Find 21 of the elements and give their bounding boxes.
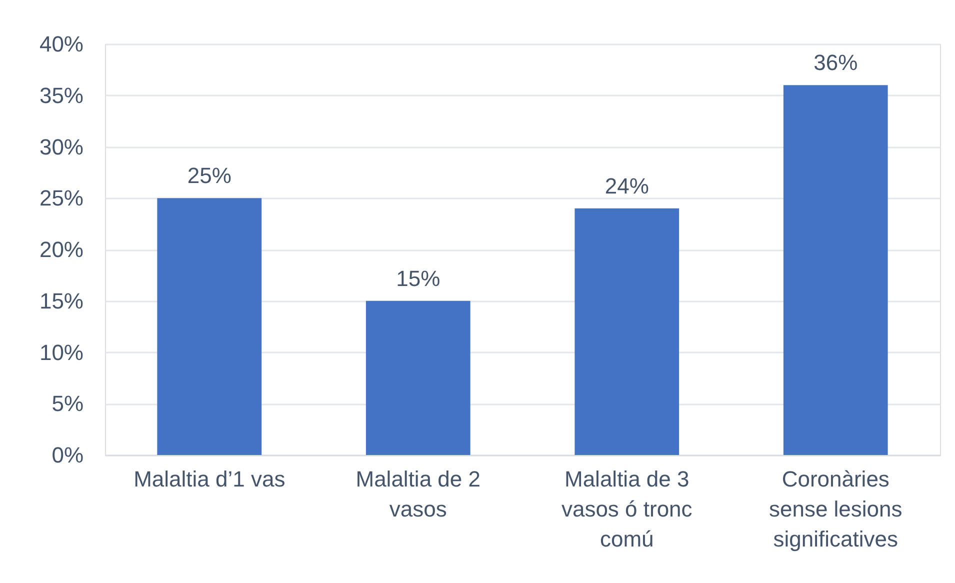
y-tick-label: 15% (39, 288, 84, 314)
y-tick-label: 25% (39, 186, 84, 211)
data-label: 36% (814, 50, 858, 76)
y-tick-label: 20% (39, 237, 84, 262)
x-tick-label: Malaltia d’1 vas (134, 466, 286, 492)
y-tick-label: 5% (52, 391, 84, 416)
y-tick-label: 10% (39, 340, 84, 365)
data-label: 24% (604, 173, 649, 198)
bar (366, 300, 470, 455)
x-tick-label: Coronàries sense lesions significatives (768, 466, 902, 552)
y-tick-label: 40% (39, 32, 84, 56)
data-label: 15% (396, 266, 440, 291)
y-tick-label: 35% (39, 82, 84, 108)
x-tick-label: Malaltia de 3 vasos ó tronc comú (561, 466, 692, 552)
bar (574, 208, 680, 455)
y-tick-label: 30% (39, 134, 84, 160)
x-tick-label: Malaltia de 2 vasos (356, 466, 480, 522)
data-label: 25% (187, 163, 232, 188)
bar (783, 85, 888, 455)
bar (157, 198, 262, 455)
y-tick-label: 0% (52, 442, 84, 468)
